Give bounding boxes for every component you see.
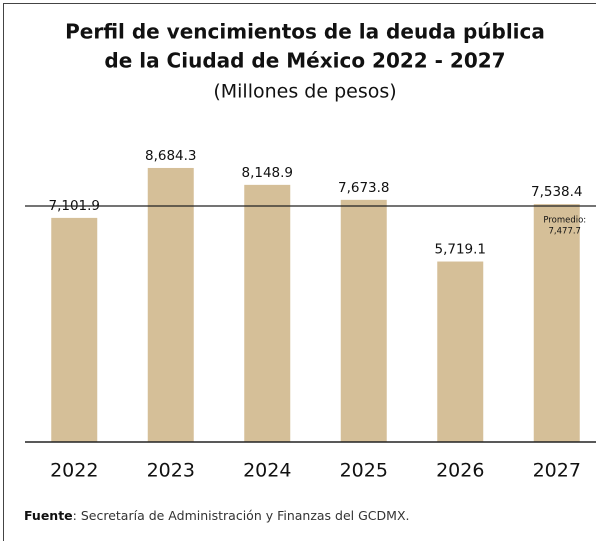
x-tick-label: 2026 [436,460,484,482]
chart-subtitle: (Millones de pesos) [213,81,396,103]
source-text: : Secretaría de Administración y Finanza… [73,508,410,523]
x-tick-label: 2023 [147,460,195,482]
source: Fuente: Secretaría de Administración y F… [24,508,409,523]
bar [244,184,291,442]
bar [147,167,194,442]
average-value: 7,477.7 [549,227,581,237]
x-tick-label: 2022 [50,460,98,482]
x-tick-label: 2025 [340,460,388,482]
x-tick-label: 2024 [243,460,291,482]
bar [51,217,98,442]
average-label: Promedio: [543,216,586,226]
value-label: 8,684.3 [145,148,197,164]
x-tick-label: 2027 [533,460,581,482]
bar [533,204,580,442]
chart-title: de la Ciudad de México 2022 - 2027 [104,49,505,73]
bar [437,261,484,442]
source-label: Fuente [24,508,73,523]
value-label: 5,719.1 [434,242,486,258]
value-label: 7,673.8 [338,180,390,196]
chart-title: Perfil de vencimientos de la deuda públi… [65,20,545,44]
value-label: 8,148.9 [241,165,293,181]
bar [340,199,387,442]
frame [3,3,596,541]
value-label: 7,538.4 [531,184,583,200]
